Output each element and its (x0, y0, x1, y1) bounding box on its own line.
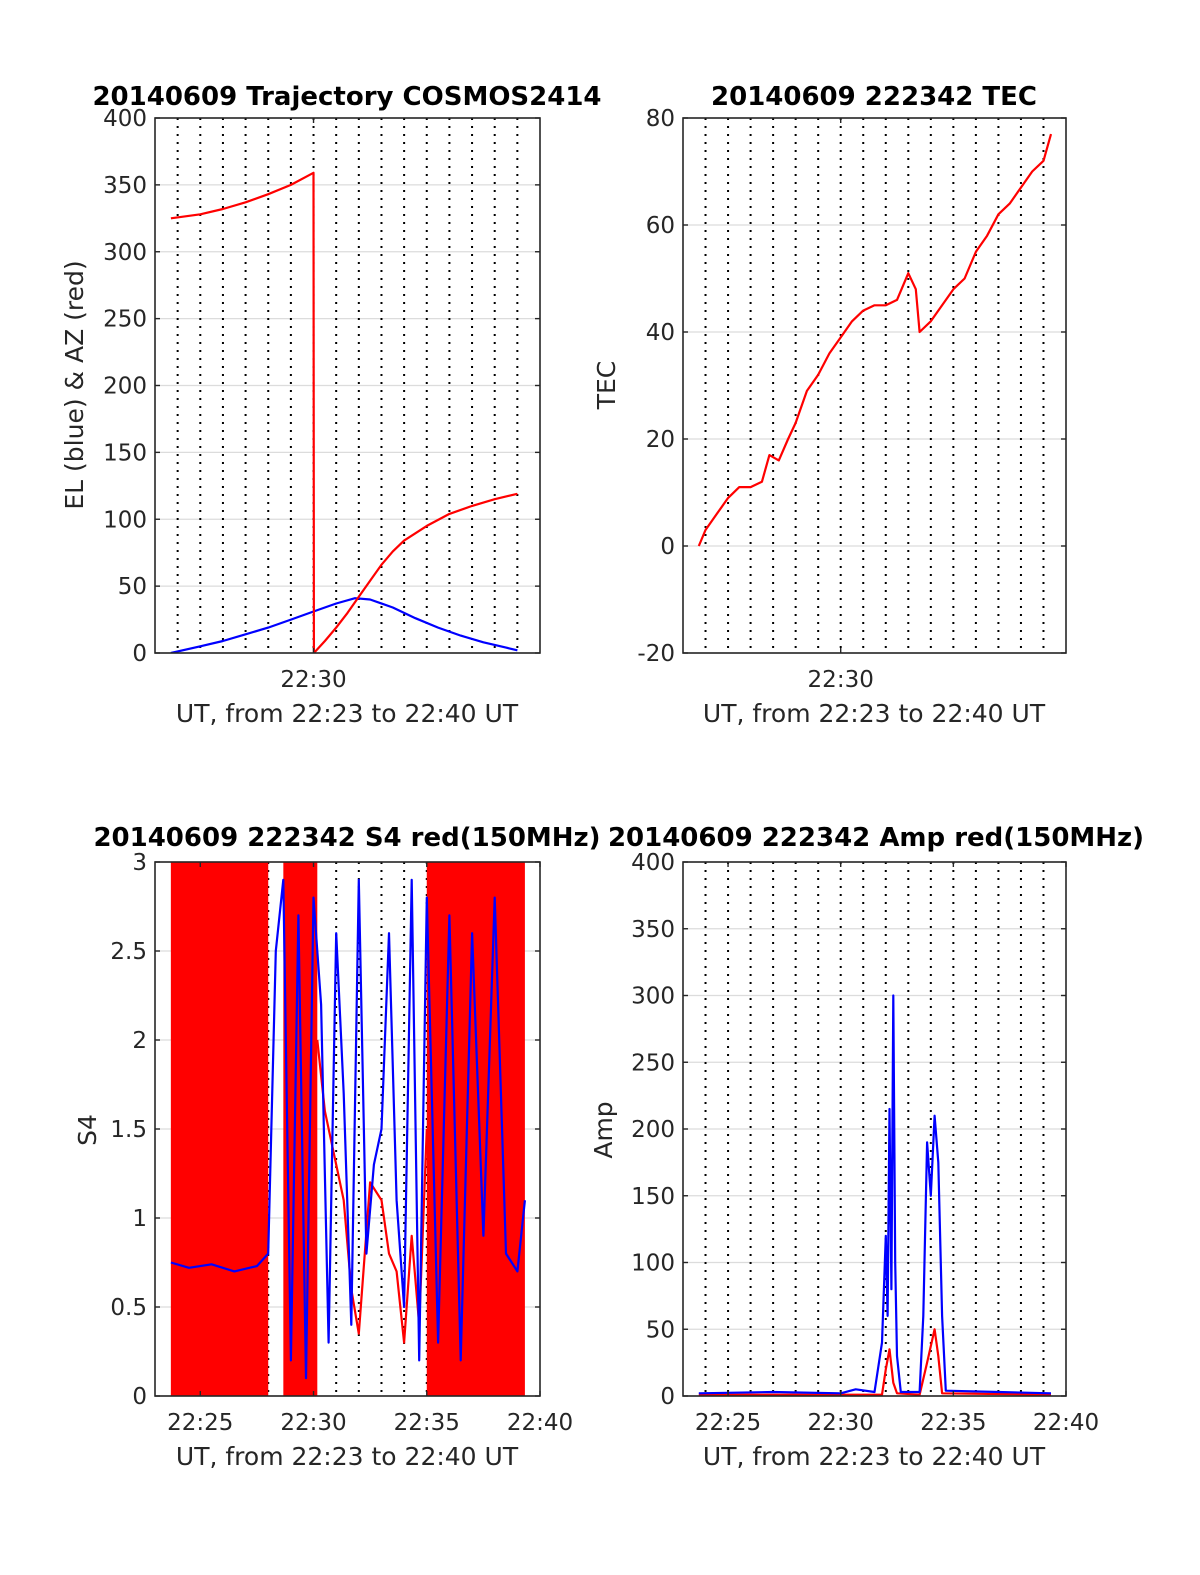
tec-xlabel: UT, from 22:23 to 22:40 UT (703, 699, 1046, 728)
amp-ytick-label: 300 (631, 984, 675, 1010)
s4-ytick-label: 3 (132, 850, 147, 876)
tec-ytick-label: -20 (637, 641, 675, 667)
amp-ytick-label: 150 (631, 1184, 675, 1210)
s4-data (170, 862, 526, 1396)
trajectory-xlabel: UT, from 22:23 to 22:40 UT (176, 699, 519, 728)
tec-ylabel: TEC (592, 361, 621, 411)
s4-ytick-label: 1.5 (110, 1117, 147, 1143)
trajectory-ytick-label: 200 (103, 374, 147, 400)
amp-series-0 (698, 1328, 1052, 1396)
s4-xtick-label: 22:25 (167, 1410, 233, 1436)
tec-ytick-label: 80 (646, 106, 675, 132)
amp-series-1 (698, 994, 1052, 1395)
trajectory-xtick-label: 22:30 (280, 667, 346, 693)
amp-ytick-label: 400 (631, 850, 675, 876)
s4-series-0 (316, 1039, 428, 1344)
tec-series-0 (697, 133, 1053, 547)
trajectory-ytick-label: 300 (103, 240, 147, 266)
s4-panel: 20140609 222342 S4 red(150MHz) UT, from … (73, 823, 601, 1471)
s4-ytick-label: 2 (132, 1028, 147, 1054)
s4-xtick-label: 22:35 (394, 1410, 460, 1436)
trajectory-ytick-label: 100 (103, 507, 147, 533)
trajectory-series-1 (170, 171, 518, 653)
amp-ylabel: Amp (589, 1101, 618, 1158)
tec-data (697, 133, 1053, 547)
trajectory-ytick-label: 150 (103, 440, 147, 466)
trajectory-data (170, 171, 518, 653)
trajectory-ytick-label: 350 (103, 173, 147, 199)
tec-ytick-label: 0 (660, 534, 675, 560)
trajectory-series-0 (170, 597, 518, 653)
tec-title: 20140609 222342 TEC (711, 82, 1037, 112)
amp-xtick-label: 22:25 (695, 1410, 761, 1436)
trajectory-ytick-label: 400 (103, 106, 147, 132)
s4-ylabel: S4 (73, 1114, 102, 1146)
s4-red-band (170, 862, 269, 1396)
amp-ytick-label: 0 (660, 1384, 675, 1410)
amp-ytick-label: 250 (631, 1050, 675, 1076)
amp-ytick-label: 50 (646, 1317, 675, 1343)
s4-ytick-label: 0 (132, 1384, 147, 1410)
tec-panel: 20140609 222342 TEC UT, from 22:23 to 22… (592, 82, 1067, 728)
s4-ytick-label: 0.5 (110, 1295, 147, 1321)
trajectory-ytick-label: 250 (103, 307, 147, 333)
amp-xlabel: UT, from 22:23 to 22:40 UT (703, 1442, 1046, 1471)
amp-title: 20140609 222342 Amp red(150MHz) (608, 823, 1144, 853)
trajectory-panel: 20140609 Trajectory COSMOS2414 UT, from … (60, 82, 602, 728)
s4-series-1 (170, 878, 526, 1380)
s4-xlabel: UT, from 22:23 to 22:40 UT (176, 1442, 519, 1471)
amp-data (698, 994, 1052, 1396)
trajectory-ytick-label: 0 (132, 641, 147, 667)
s4-xtick-label: 22:40 (507, 1410, 573, 1436)
s4-xtick-label: 22:30 (280, 1410, 346, 1436)
amp-panel: 20140609 222342 Amp red(150MHz) UT, from… (589, 823, 1144, 1471)
amp-xtick-label: 22:30 (808, 1410, 874, 1436)
s4-red-band (426, 862, 525, 1396)
trajectory-title: 20140609 Trajectory COSMOS2414 (92, 82, 601, 112)
amp-ytick-label: 100 (631, 1251, 675, 1277)
s4-ytick-label: 1 (132, 1206, 147, 1232)
tec-xtick-label: 22:30 (808, 667, 874, 693)
tec-ytick-label: 40 (646, 320, 675, 346)
s4-title: 20140609 222342 S4 red(150MHz) (93, 823, 600, 853)
amp-xtick-label: 22:40 (1033, 1410, 1099, 1436)
amp-ytick-label: 200 (631, 1117, 675, 1143)
tec-ytick-label: 60 (646, 213, 675, 239)
s4-ytick-label: 2.5 (110, 939, 147, 965)
trajectory-ytick-label: 50 (118, 574, 147, 600)
tec-frame (682, 117, 1067, 654)
amp-xtick-label: 22:35 (920, 1410, 986, 1436)
trajectory-ylabel: EL (blue) & AZ (red) (60, 260, 89, 509)
amp-ytick-label: 350 (631, 917, 675, 943)
tec-ytick-label: 20 (646, 427, 675, 453)
tec-plot-area (683, 118, 1066, 653)
